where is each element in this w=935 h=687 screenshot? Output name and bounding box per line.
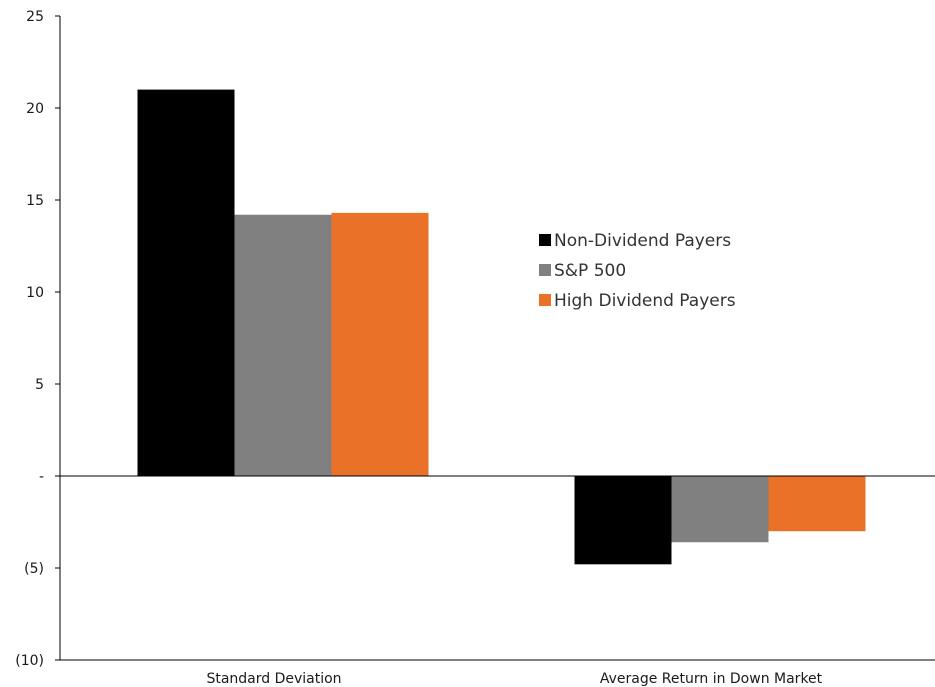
legend-swatch	[539, 294, 551, 306]
y-tick-label: -	[39, 469, 44, 485]
y-tick-label: (5)	[24, 561, 44, 577]
legend-label: S&P 500	[554, 261, 626, 281]
bars-group	[137, 89, 866, 565]
legend-swatch	[539, 234, 551, 246]
y-tick-label: 15	[26, 193, 44, 209]
y-tick-label: (10)	[15, 653, 44, 669]
bar-non-dividend-payers-0	[137, 89, 235, 476]
legend-swatch	[539, 264, 551, 276]
bar-s-p-500-0	[234, 214, 332, 476]
bar-s-p-500-1	[671, 476, 769, 543]
legend: Non-Dividend Payers S&P 500 High Dividend …	[539, 231, 736, 311]
x-category-label: Standard Deviation	[206, 671, 341, 687]
x-category-label: Average Return in Down Market	[600, 671, 823, 687]
x-axis-category-labels: Standard Deviation Average Return in Down…	[206, 671, 822, 687]
bar-high-dividend-payers-1	[768, 476, 866, 532]
y-tick-label: 5	[35, 377, 44, 393]
y-tick-label: 10	[26, 285, 44, 301]
legend-label: High Dividend Payers	[554, 291, 736, 311]
y-tick-label: 25	[26, 9, 44, 25]
y-tick-label: 20	[26, 101, 44, 117]
bar-high-dividend-payers-0	[331, 212, 429, 476]
legend-label: Non-Dividend Payers	[554, 231, 731, 251]
bar-non-dividend-payers-1	[574, 476, 672, 565]
y-axis-ticks: 25 20 15 10 5 - (5) (10)	[15, 9, 60, 669]
